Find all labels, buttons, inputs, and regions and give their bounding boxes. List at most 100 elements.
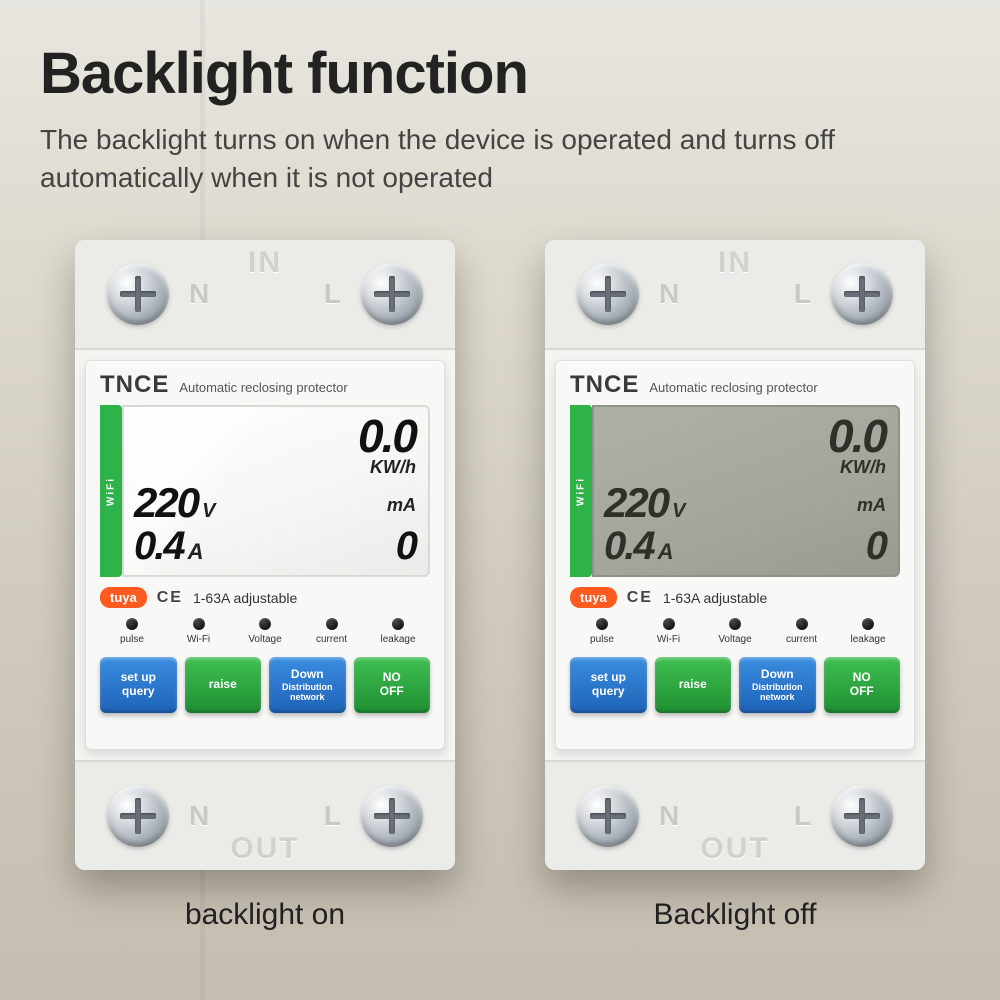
terminal-out-label: OUT xyxy=(230,832,299,866)
screw-icon xyxy=(577,263,639,325)
brand-row: TNCE Automatic reclosing protector xyxy=(570,371,900,399)
voltage-unit: V xyxy=(672,500,685,523)
faceplate: TNCE Automatic reclosing protector WiFi … xyxy=(85,360,445,750)
led-dot-icon xyxy=(729,618,741,630)
led-leakage: leakage xyxy=(370,618,426,645)
lcd-off: 0.0 KW/h 220 V mA 0.4 A 0 xyxy=(592,405,900,577)
terminal-top: IN N L xyxy=(75,240,455,350)
caption-on: backlight on xyxy=(185,898,345,932)
tuya-badge: tuya xyxy=(100,587,147,608)
brand-sub: Automatic reclosing protector xyxy=(179,380,347,395)
terminal-l-label: L xyxy=(794,800,811,832)
led-dot-icon xyxy=(193,618,205,630)
screw-icon xyxy=(831,785,893,847)
ce-mark: CE xyxy=(627,589,653,607)
header: Backlight function The backlight turns o… xyxy=(40,40,960,197)
screw-icon xyxy=(107,785,169,847)
kwh-value: 0.0 xyxy=(358,410,416,462)
brand-sub: Automatic reclosing protector xyxy=(649,380,817,395)
button-row: set upquery raise DownDistribution netwo… xyxy=(570,657,900,713)
led-row: pulse Wi-Fi Voltage current leakage xyxy=(570,618,900,645)
current-value: 0.4 xyxy=(134,524,184,569)
voltage-value: 220 xyxy=(134,479,198,527)
screw-icon xyxy=(361,785,423,847)
current-unit: A xyxy=(658,539,674,565)
led-dot-icon xyxy=(126,618,138,630)
page-subtitle: The backlight turns on when the device i… xyxy=(40,121,960,197)
terminal-l-label: L xyxy=(794,278,811,310)
led-dot-icon xyxy=(796,618,808,630)
led-current: current xyxy=(304,618,360,645)
terminal-out-label: OUT xyxy=(700,832,769,866)
no-off-button[interactable]: NOOFF xyxy=(354,657,431,713)
led-wifi: Wi-Fi xyxy=(171,618,227,645)
brand-name: TNCE xyxy=(570,371,639,399)
terminal-l-label: L xyxy=(324,278,341,310)
led-voltage: Voltage xyxy=(707,618,763,645)
wifi-tab: WiFi xyxy=(100,405,122,577)
caption-off: Backlight off xyxy=(654,898,817,932)
terminal-n-label: N xyxy=(189,800,209,832)
device-on-wrap: IN N L TNCE Automatic reclosing protecto… xyxy=(75,240,455,932)
terminal-in-label: IN xyxy=(248,246,282,280)
page-title: Backlight function xyxy=(40,40,960,107)
adjustable-label: 1-63A adjustable xyxy=(663,590,767,606)
brand-row: TNCE Automatic reclosing protector xyxy=(100,371,430,399)
badge-row: tuya CE 1-63A adjustable xyxy=(100,587,430,608)
down-button[interactable]: DownDistribution network xyxy=(739,657,816,713)
device-row: IN N L TNCE Automatic reclosing protecto… xyxy=(0,240,1000,932)
terminal-l-label: L xyxy=(324,800,341,832)
led-pulse: pulse xyxy=(574,618,630,645)
down-button[interactable]: DownDistribution network xyxy=(269,657,346,713)
current-unit: A xyxy=(188,539,204,565)
screw-icon xyxy=(107,263,169,325)
terminal-bottom: N OUT L xyxy=(75,760,455,870)
device-off-wrap: IN N L TNCE Automatic reclosing protecto… xyxy=(545,240,925,932)
ma-value: 0 xyxy=(866,524,886,568)
lcd-on: 0.0 KW/h 220 V mA 0.4 A 0 xyxy=(122,405,430,577)
raise-button[interactable]: raise xyxy=(655,657,732,713)
led-pulse: pulse xyxy=(104,618,160,645)
terminal-n-label: N xyxy=(659,800,679,832)
current-value: 0.4 xyxy=(604,524,654,569)
no-off-button[interactable]: NOOFF xyxy=(824,657,901,713)
terminal-bottom: N OUT L xyxy=(545,760,925,870)
lcd-wrap: WiFi 0.0 KW/h 220 V mA 0.4 A xyxy=(570,405,900,577)
terminal-n-label: N xyxy=(659,278,679,310)
kwh-value: 0.0 xyxy=(828,410,886,462)
terminal-n-label: N xyxy=(189,278,209,310)
led-dot-icon xyxy=(663,618,675,630)
led-wifi: Wi-Fi xyxy=(641,618,697,645)
led-leakage: leakage xyxy=(840,618,896,645)
terminal-top: IN N L xyxy=(545,240,925,350)
screw-icon xyxy=(831,263,893,325)
lcd-wrap: WiFi 0.0 KW/h 220 V mA 0.4 xyxy=(100,405,430,577)
button-row: set upquery raise DownDistribution netwo… xyxy=(100,657,430,713)
device-on: IN N L TNCE Automatic reclosing protecto… xyxy=(75,240,455,870)
faceplate: TNCE Automatic reclosing protector WiFi … xyxy=(555,360,915,750)
badge-row: tuya CE 1-63A adjustable xyxy=(570,587,900,608)
led-voltage: Voltage xyxy=(237,618,293,645)
adjustable-label: 1-63A adjustable xyxy=(193,590,297,606)
ma-value: 0 xyxy=(396,524,416,568)
setup-query-button[interactable]: set upquery xyxy=(570,657,647,713)
wifi-tab: WiFi xyxy=(570,405,592,577)
ma-unit: mA xyxy=(387,495,416,515)
led-current: current xyxy=(774,618,830,645)
device-off: IN N L TNCE Automatic reclosing protecto… xyxy=(545,240,925,870)
terminal-in-label: IN xyxy=(718,246,752,280)
voltage-unit: V xyxy=(202,500,215,523)
brand-name: TNCE xyxy=(100,371,169,399)
screw-icon xyxy=(361,263,423,325)
led-row: pulse Wi-Fi Voltage current leakage xyxy=(100,618,430,645)
raise-button[interactable]: raise xyxy=(185,657,262,713)
tuya-badge: tuya xyxy=(570,587,617,608)
led-dot-icon xyxy=(326,618,338,630)
screw-icon xyxy=(577,785,639,847)
ce-mark: CE xyxy=(157,589,183,607)
setup-query-button[interactable]: set upquery xyxy=(100,657,177,713)
led-dot-icon xyxy=(862,618,874,630)
ma-unit: mA xyxy=(857,495,886,515)
led-dot-icon xyxy=(596,618,608,630)
voltage-value: 220 xyxy=(604,479,668,527)
